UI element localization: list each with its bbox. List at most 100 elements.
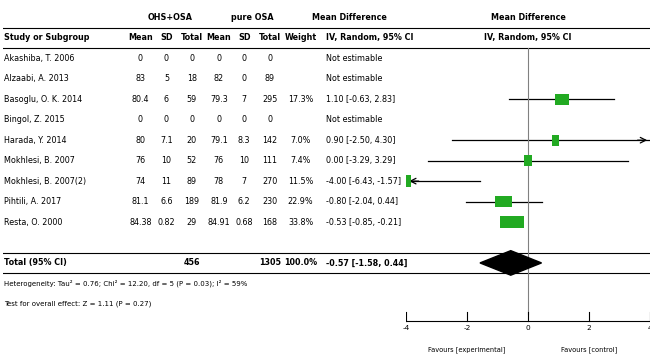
Text: 10: 10 bbox=[239, 156, 249, 165]
Text: 2: 2 bbox=[587, 325, 592, 331]
Text: Study or Subgroup: Study or Subgroup bbox=[4, 34, 90, 42]
Text: 0.82: 0.82 bbox=[158, 218, 176, 226]
Text: 76: 76 bbox=[214, 156, 224, 165]
Text: 17.3%: 17.3% bbox=[288, 95, 313, 104]
Text: Total: Total bbox=[181, 34, 203, 42]
Text: Bingol, Z. 2015: Bingol, Z. 2015 bbox=[4, 115, 65, 124]
Text: 0: 0 bbox=[268, 115, 272, 124]
Text: 11.5%: 11.5% bbox=[288, 177, 313, 186]
Text: 76: 76 bbox=[135, 156, 146, 165]
FancyBboxPatch shape bbox=[525, 155, 532, 166]
Text: 0: 0 bbox=[189, 54, 194, 63]
Text: Heterogeneity: Tau² = 0.76; Chi² = 12.20, df = 5 (P = 0.03); I² = 59%: Heterogeneity: Tau² = 0.76; Chi² = 12.20… bbox=[4, 280, 248, 287]
Text: Mokhlesi, B. 2007: Mokhlesi, B. 2007 bbox=[4, 156, 75, 165]
Text: 78: 78 bbox=[214, 177, 224, 186]
Text: Mean Difference: Mean Difference bbox=[491, 13, 566, 22]
Text: 80: 80 bbox=[135, 136, 145, 145]
Text: 1305: 1305 bbox=[259, 258, 281, 268]
Text: Alzaabi, A. 2013: Alzaabi, A. 2013 bbox=[4, 74, 69, 83]
FancyBboxPatch shape bbox=[401, 175, 411, 187]
Text: 83: 83 bbox=[135, 74, 145, 83]
Text: 6.6: 6.6 bbox=[160, 197, 173, 206]
Text: 52: 52 bbox=[187, 156, 197, 165]
Text: Mokhlesi, B. 2007(2): Mokhlesi, B. 2007(2) bbox=[4, 177, 86, 186]
Text: 84.38: 84.38 bbox=[129, 218, 151, 226]
Text: Not estimable: Not estimable bbox=[326, 74, 382, 83]
Text: Harada, Y. 2014: Harada, Y. 2014 bbox=[4, 136, 66, 145]
Text: Resta, O. 2000: Resta, O. 2000 bbox=[4, 218, 62, 226]
Text: 0: 0 bbox=[526, 325, 530, 331]
Polygon shape bbox=[480, 251, 541, 275]
Text: 0.00 [-3.29, 3.29]: 0.00 [-3.29, 3.29] bbox=[326, 156, 395, 165]
Text: 0: 0 bbox=[216, 115, 222, 124]
Text: Pihtili, A. 2017: Pihtili, A. 2017 bbox=[4, 197, 61, 206]
Text: -0.80 [-2.04, 0.44]: -0.80 [-2.04, 0.44] bbox=[326, 197, 398, 206]
Text: -0.53 [-0.85, -0.21]: -0.53 [-0.85, -0.21] bbox=[326, 218, 401, 226]
Text: Mean: Mean bbox=[207, 34, 231, 42]
Text: 270: 270 bbox=[263, 177, 278, 186]
Text: 4: 4 bbox=[647, 325, 650, 331]
Text: Mean Difference: Mean Difference bbox=[313, 13, 387, 22]
FancyBboxPatch shape bbox=[552, 135, 559, 146]
Text: 111: 111 bbox=[263, 156, 278, 165]
Text: 1.10 [-0.63, 2.83]: 1.10 [-0.63, 2.83] bbox=[326, 95, 395, 104]
Text: 59: 59 bbox=[187, 95, 197, 104]
Text: 81.1: 81.1 bbox=[131, 197, 149, 206]
Text: 80.4: 80.4 bbox=[131, 95, 149, 104]
Text: 6.2: 6.2 bbox=[238, 197, 250, 206]
Text: 189: 189 bbox=[185, 197, 200, 206]
Text: Favours [experimental]: Favours [experimental] bbox=[428, 347, 506, 353]
Text: -0.57 [-1.58, 0.44]: -0.57 [-1.58, 0.44] bbox=[326, 258, 407, 268]
FancyBboxPatch shape bbox=[500, 216, 524, 228]
Text: 0: 0 bbox=[268, 54, 272, 63]
Text: 0.68: 0.68 bbox=[235, 218, 253, 226]
Text: 0: 0 bbox=[242, 115, 247, 124]
Text: 74: 74 bbox=[135, 177, 146, 186]
Text: 168: 168 bbox=[263, 218, 278, 226]
Text: -4: -4 bbox=[402, 325, 410, 331]
Text: 0: 0 bbox=[138, 115, 143, 124]
Text: 81.9: 81.9 bbox=[210, 197, 228, 206]
Text: 18: 18 bbox=[187, 74, 197, 83]
Text: Total: Total bbox=[259, 34, 281, 42]
Text: 11: 11 bbox=[161, 177, 172, 186]
Text: IV, Random, 95% CI: IV, Random, 95% CI bbox=[326, 34, 413, 42]
Text: 0: 0 bbox=[216, 54, 222, 63]
Text: pure OSA: pure OSA bbox=[231, 13, 274, 22]
Text: 7: 7 bbox=[242, 95, 247, 104]
Text: 10: 10 bbox=[161, 156, 172, 165]
Text: Mean: Mean bbox=[128, 34, 153, 42]
Text: 0: 0 bbox=[138, 54, 143, 63]
Text: Basoglu, O. K. 2014: Basoglu, O. K. 2014 bbox=[4, 95, 82, 104]
Text: Not estimable: Not estimable bbox=[326, 54, 382, 63]
Text: 89: 89 bbox=[265, 74, 275, 83]
Text: 20: 20 bbox=[187, 136, 197, 145]
Text: 5: 5 bbox=[164, 74, 169, 83]
Text: Favours [control]: Favours [control] bbox=[561, 347, 618, 353]
Text: 0: 0 bbox=[242, 74, 247, 83]
Text: 79.1: 79.1 bbox=[210, 136, 228, 145]
Text: 6: 6 bbox=[164, 95, 169, 104]
Text: 84.91: 84.91 bbox=[207, 218, 230, 226]
Text: 0: 0 bbox=[189, 115, 194, 124]
Text: 230: 230 bbox=[263, 197, 278, 206]
Text: 82: 82 bbox=[214, 74, 224, 83]
Text: 0: 0 bbox=[164, 54, 169, 63]
Text: Total (95% CI): Total (95% CI) bbox=[4, 258, 67, 268]
Text: 79.3: 79.3 bbox=[210, 95, 228, 104]
Text: 100.0%: 100.0% bbox=[284, 258, 317, 268]
Text: SD: SD bbox=[238, 34, 250, 42]
Text: Test for overall effect: Z = 1.11 (P = 0.27): Test for overall effect: Z = 1.11 (P = 0… bbox=[4, 301, 151, 307]
Text: 7: 7 bbox=[242, 177, 247, 186]
Text: Not estimable: Not estimable bbox=[326, 115, 382, 124]
Text: SD: SD bbox=[160, 34, 173, 42]
FancyBboxPatch shape bbox=[495, 196, 512, 207]
Text: 33.8%: 33.8% bbox=[288, 218, 313, 226]
Text: 142: 142 bbox=[263, 136, 278, 145]
Text: 0.90 [-2.50, 4.30]: 0.90 [-2.50, 4.30] bbox=[326, 136, 395, 145]
Text: 0: 0 bbox=[164, 115, 169, 124]
Text: 29: 29 bbox=[187, 218, 197, 226]
Text: 456: 456 bbox=[183, 258, 200, 268]
Text: 0: 0 bbox=[242, 54, 247, 63]
Text: 8.3: 8.3 bbox=[238, 136, 250, 145]
